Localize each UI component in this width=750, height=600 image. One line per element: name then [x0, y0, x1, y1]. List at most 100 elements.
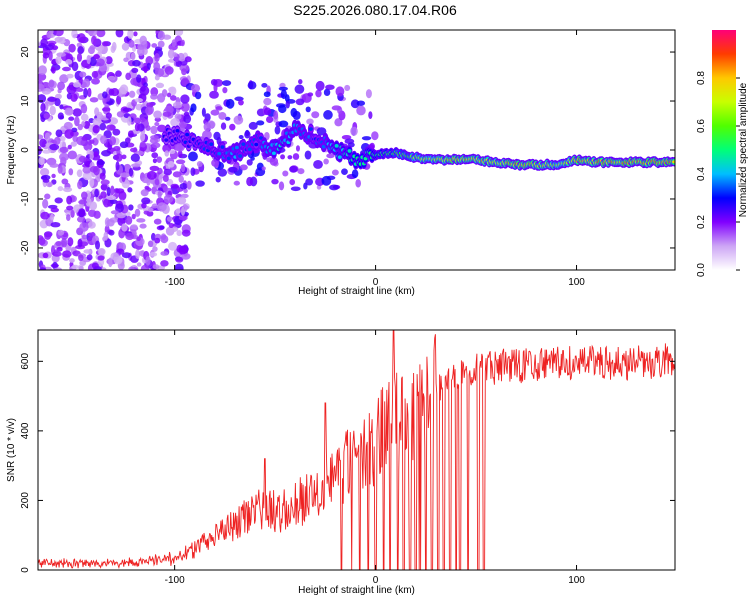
- noise-blob: [166, 178, 174, 187]
- noise-blob: [101, 107, 111, 112]
- noise-blob: [78, 155, 87, 163]
- noise-blob: [39, 267, 47, 270]
- noise-blob: [40, 38, 49, 47]
- noise-blob: [215, 176, 221, 183]
- noise-blob: [175, 159, 186, 165]
- noise-blob: [246, 159, 253, 166]
- noise-blob: [130, 52, 136, 61]
- noise-blob: [178, 245, 188, 255]
- y-tick-label: 400: [20, 422, 31, 439]
- noise-blob: [181, 253, 191, 260]
- noise-blob: [174, 197, 184, 204]
- noise-blob: [323, 158, 329, 165]
- noise-blob: [167, 49, 175, 59]
- noise-blob: [168, 86, 176, 93]
- noise-blob: [138, 250, 144, 256]
- noise-blob: [294, 84, 305, 94]
- noise-blob: [218, 112, 227, 120]
- noise-blob: [97, 255, 105, 261]
- noise-blob: [174, 30, 184, 37]
- noise-blob: [102, 97, 107, 104]
- x-tick-label: -100: [165, 575, 185, 586]
- noise-blob: [101, 150, 112, 157]
- noise-blob: [297, 168, 305, 175]
- noise-blob: [150, 135, 159, 140]
- noise-blob: [44, 193, 51, 200]
- noise-blob: [77, 123, 83, 131]
- noise-blob: [81, 234, 88, 240]
- noise-blob: [56, 52, 66, 57]
- noise-blob: [147, 240, 154, 248]
- noise-blob: [122, 107, 133, 112]
- noise-blob: [368, 111, 373, 119]
- noise-blob: [103, 198, 111, 208]
- noise-blob: [136, 236, 141, 241]
- noise-blob: [356, 105, 366, 116]
- noise-blob: [307, 92, 314, 97]
- noise-blob: [67, 150, 78, 160]
- noise-blob: [157, 190, 162, 199]
- noise-blob: [118, 190, 127, 201]
- noise-blob: [168, 241, 178, 251]
- noise-blob: [127, 30, 134, 39]
- noise-blob: [134, 123, 140, 132]
- noise-blob: [50, 213, 55, 221]
- ridge-core: [254, 142, 259, 147]
- noise-blob: [40, 211, 50, 220]
- noise-blob: [128, 39, 135, 48]
- noise-blob: [53, 249, 59, 254]
- noise-blob: [79, 71, 87, 78]
- noise-blob: [154, 122, 160, 127]
- noise-blob: [38, 83, 45, 92]
- noise-blob: [38, 41, 41, 47]
- noise-blob: [59, 115, 65, 120]
- noise-blob: [91, 77, 100, 85]
- x-tick-label: 100: [568, 575, 585, 586]
- noise-blob: [110, 252, 120, 261]
- noise-blob: [108, 257, 113, 268]
- noise-blob: [91, 262, 99, 269]
- noise-blob: [121, 42, 130, 51]
- noise-blob: [51, 66, 56, 74]
- noise-blob: [42, 252, 49, 259]
- noise-blob: [238, 135, 244, 140]
- ridge-core: [337, 155, 342, 159]
- noise-blob: [87, 87, 92, 98]
- noise-blob: [83, 249, 92, 254]
- noise-blob: [121, 252, 131, 259]
- y-tick-label: 10: [20, 95, 31, 107]
- noise-blob: [45, 44, 55, 51]
- noise-blob: [98, 195, 103, 200]
- noise-blob: [224, 116, 231, 121]
- noise-blob: [154, 74, 160, 81]
- noise-blob: [168, 222, 174, 228]
- noise-blob: [70, 93, 78, 102]
- noise-blob: [178, 215, 188, 221]
- noise-blob: [181, 229, 191, 237]
- noise-blob: [201, 107, 206, 117]
- noise-blob: [38, 65, 47, 75]
- noise-blob: [263, 91, 271, 98]
- noise-blob: [82, 171, 92, 181]
- noise-blob: [196, 161, 203, 167]
- noise-blob: [180, 39, 185, 47]
- noise-blob: [143, 210, 150, 215]
- noise-blob: [38, 156, 45, 166]
- snr-series-line: [38, 330, 675, 570]
- noise-blob: [134, 208, 141, 217]
- noise-blob: [68, 43, 76, 53]
- noise-blob: [316, 127, 327, 136]
- noise-blob: [149, 165, 160, 172]
- noise-blob: [344, 84, 351, 91]
- noise-blob: [292, 110, 301, 120]
- noise-blob: [100, 179, 110, 186]
- noise-blob: [67, 237, 74, 247]
- noise-blob: [63, 121, 73, 130]
- noise-blob: [365, 89, 372, 99]
- colorbar-tick-label: 0.4: [696, 167, 707, 181]
- noise-blob: [131, 213, 136, 220]
- noise-blob: [151, 152, 159, 159]
- noise-blob: [155, 82, 165, 89]
- noise-blob: [97, 160, 105, 166]
- noise-blob: [86, 254, 93, 261]
